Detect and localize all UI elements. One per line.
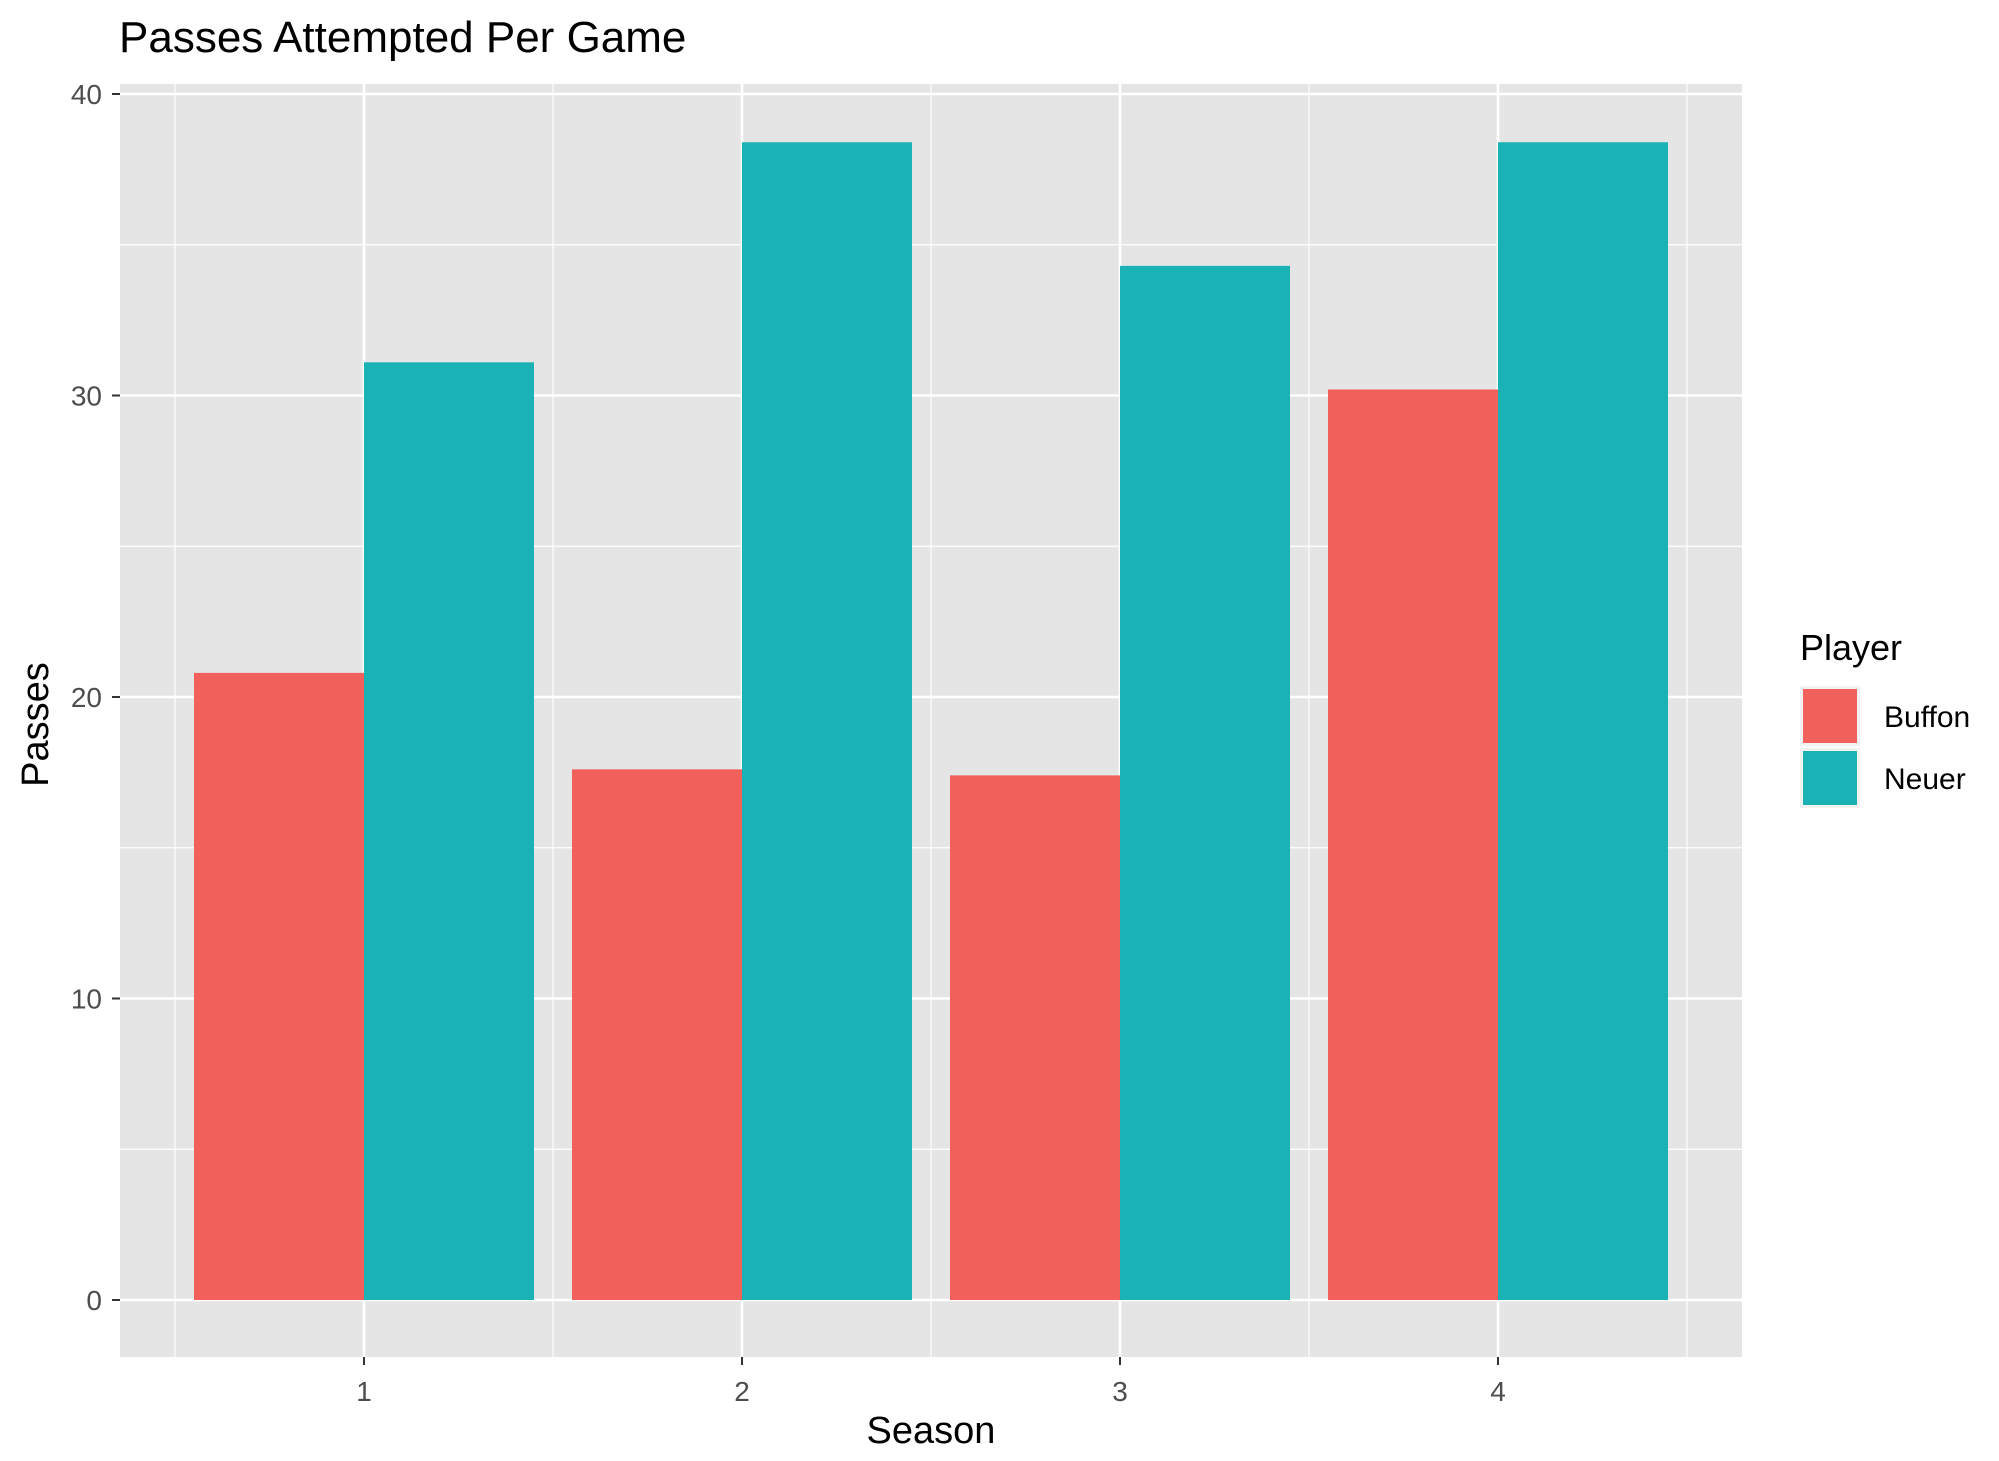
- bar-buffon-season-4: [1328, 389, 1498, 1301]
- legend-swatch-neuer: [1803, 751, 1857, 805]
- bar-buffon-season-2: [572, 769, 742, 1300]
- x-tick-label: 3: [1112, 1376, 1128, 1407]
- legend-label-buffon: Buffon: [1884, 701, 1970, 734]
- bar-neuer-season-2: [742, 142, 912, 1301]
- bar-neuer-season-1: [364, 362, 534, 1301]
- x-tick-label: 2: [734, 1376, 750, 1407]
- chart-title: Passes Attempted Per Game: [119, 13, 686, 62]
- legend-title: Player: [1800, 627, 1902, 668]
- legend: Player Buffon Neuer: [1800, 627, 1970, 808]
- y-tick-label: 20: [71, 682, 102, 713]
- bar-buffon-season-1: [194, 672, 364, 1300]
- x-tick-label: 1: [356, 1376, 372, 1407]
- legend-label-neuer: Neuer: [1884, 763, 1966, 796]
- legend-swatch-buffon: [1803, 689, 1857, 743]
- y-tick-label: 0: [86, 1285, 102, 1316]
- y-axis: 0 10 20 30 40: [71, 79, 120, 1316]
- x-axis-title: Season: [867, 1410, 996, 1452]
- y-tick-label: 40: [71, 79, 102, 110]
- x-tick-label: 4: [1490, 1376, 1506, 1407]
- x-axis: 1 2 3 4: [356, 1357, 1506, 1407]
- y-tick-label: 10: [71, 984, 102, 1015]
- bars-group: [194, 142, 1668, 1301]
- y-tick-label: 30: [71, 381, 102, 412]
- y-axis-title: Passes: [15, 662, 57, 787]
- bar-neuer-season-3: [1120, 265, 1290, 1301]
- bar-buffon-season-3: [950, 775, 1120, 1300]
- bar-neuer-season-4: [1498, 142, 1668, 1301]
